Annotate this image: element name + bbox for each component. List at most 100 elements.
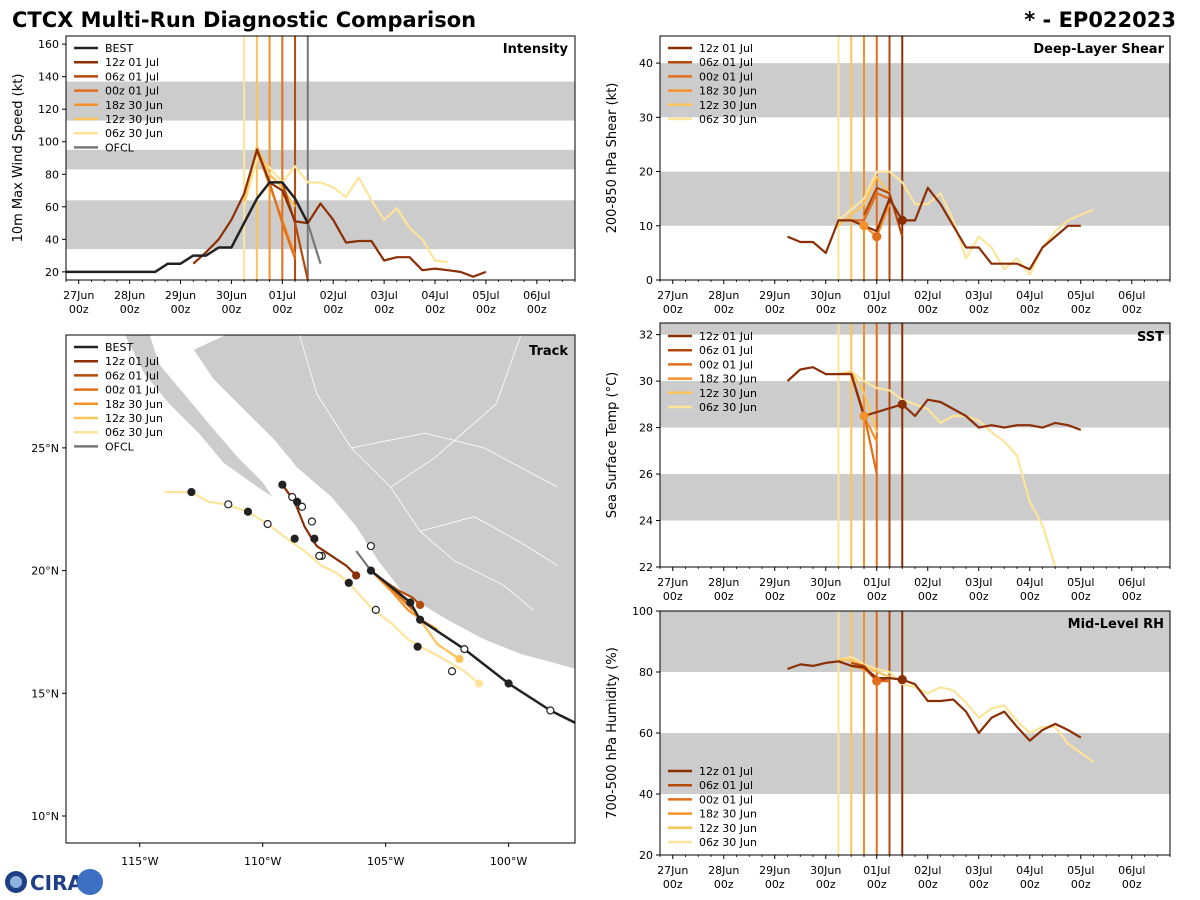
shear-series-00z-01-jul — [851, 192, 890, 222]
intensity-ytick-label-7: 160 — [38, 38, 59, 51]
intensity-ytick-label-4: 100 — [38, 136, 59, 149]
track-state-border-3 — [351, 432, 558, 488]
sst-ytick-label-1: 24 — [639, 515, 653, 528]
shear-ytick-label-0: 0 — [646, 274, 653, 287]
shear-series-12z-01-jul — [787, 186, 1081, 271]
rh-xtick-label-day-6: 03Jul — [965, 864, 992, 877]
shear-xtick-label-hour-6: 00z — [969, 303, 989, 316]
shear-xtick-label-hour-2: 00z — [765, 303, 785, 316]
sst-marker-12z-01-jul-0-0 — [897, 399, 907, 409]
rh-legend-label-18z-30-jun: 18z 30 Jun — [699, 808, 757, 821]
shear-marker-00z-01-jul-1-0 — [872, 232, 882, 242]
track-marker-best-1-1 — [415, 615, 425, 624]
track-marker-track-white-pts-12-0 — [288, 492, 297, 502]
shear-xtick-label-hour-5: 00z — [918, 303, 938, 316]
shear-xtick-label-day-0: 27Jun — [657, 289, 688, 302]
sst-xtick-label-hour-8: 00z — [1071, 590, 1091, 603]
intensity-xtick-label-hour-7: 00z — [425, 303, 445, 316]
rh-xtick-label-day-3: 30Jun — [810, 864, 841, 877]
intensity-series-06z-30-jun — [243, 156, 448, 264]
shear-xtick-label-hour-3: 00z — [816, 303, 836, 316]
intensity-xtick-label-day-3: 30Jun — [216, 289, 247, 302]
rh-legend-label-06z-30-jun: 06z 30 Jun — [699, 836, 757, 849]
cira-globe-icon — [77, 869, 103, 895]
shear-legend-label-12z-30-jun: 12z 30 Jun — [699, 99, 757, 112]
rh-xtick-label-day-5: 02Jul — [914, 864, 941, 877]
intensity-legend-label-best: BEST — [105, 42, 133, 55]
track-marker-06z-30-jun-6-0 — [475, 679, 484, 688]
sst-xtick-label-day-1: 28Jun — [708, 576, 739, 589]
intensity-xtick-label-day-8: 05Jul — [472, 289, 499, 302]
sst-legend-label-06z-30-jun: 06z 30 Jun — [699, 401, 757, 414]
intensity-xtick-label-day-5: 02Jul — [320, 289, 347, 302]
shear-legend-label-06z-01-jul: 06z 01 Jul — [699, 56, 753, 69]
track-xtick-label-1: 110°W — [244, 855, 281, 868]
shear-series-06z-30-jun — [837, 170, 1094, 276]
shear-legend-label-00z-01-jul: 00z 01 Jul — [699, 70, 753, 83]
shear-xtick-label-hour-1: 00z — [714, 303, 734, 316]
rh-xtick-label-day-2: 29Jun — [759, 864, 790, 877]
intensity-legend-label-18z-30-jun: 18z 30 Jun — [105, 99, 163, 112]
rh-xtick-label-hour-0: 00z — [663, 878, 683, 891]
rh-xtick-label-hour-4: 00z — [867, 878, 887, 891]
rh-band-0 — [660, 733, 1170, 794]
rh-panel: 2040608010027Jun00z28Jun00z29Jun00z30Jun… — [605, 605, 1171, 891]
track-marker-best-1-3 — [366, 566, 376, 575]
sst-legend-label-06z-01-jul: 06z 01 Jul — [699, 344, 753, 357]
sst-series-06z-30-jun — [838, 370, 1057, 567]
rh-band-1 — [660, 611, 1170, 672]
sst-ytick-label-4: 30 — [639, 375, 653, 388]
shear-xtick-label-hour-9: 00z — [1122, 303, 1142, 316]
sst-xtick-label-hour-2: 00z — [765, 590, 785, 603]
intensity-xtick-label-hour-0: 00z — [69, 303, 89, 316]
track-ytick-label-2: 20°N — [31, 565, 59, 578]
shear-xtick-label-day-6: 03Jul — [965, 289, 992, 302]
rh-ytick-label-4: 100 — [632, 605, 653, 618]
track-marker-track-black-pts-11-4 — [344, 578, 353, 587]
track-state-border-0 — [299, 334, 391, 488]
intensity-xtick-label-hour-9: 00z — [527, 303, 547, 316]
intensity-legend-label-ofcl: OFCL — [105, 141, 135, 154]
sst-title: SST — [1137, 330, 1164, 345]
sst-xtick-label-hour-0: 00z — [663, 590, 683, 603]
track-state-border-1 — [390, 334, 522, 488]
shear-ytick-label-4: 40 — [639, 57, 653, 70]
track-xtick-label-2: 105°W — [367, 855, 404, 868]
sst-xtick-label-hour-7: 00z — [1020, 590, 1040, 603]
track-marker-12z-30-jun-5-0 — [455, 654, 464, 664]
shear-xtick-label-day-2: 29Jun — [759, 289, 790, 302]
intensity-xtick-label-day-7: 04Jul — [421, 289, 448, 302]
intensity-band-0 — [66, 200, 575, 250]
shear-xtick-label-day-7: 04Jul — [1016, 289, 1043, 302]
intensity-xtick-label-day-2: 29Jun — [165, 289, 196, 302]
track-frame — [65, 334, 576, 844]
rh-ytick-label-2: 60 — [639, 727, 653, 740]
sst-band-2 — [660, 323, 1170, 335]
track-marker-track-white-pts-12-1 — [297, 502, 307, 511]
track-legend-label-12z-01-jul: 12z 01 Jul — [105, 355, 159, 368]
shear-ytick-label-1: 10 — [639, 220, 653, 233]
rh-xtick-label-hour-2: 00z — [765, 878, 785, 891]
sst-band-0 — [660, 474, 1170, 521]
sst-xtick-label-day-0: 27Jun — [657, 576, 688, 589]
sst-legend-label-12z-01-jul: 12z 01 Jul — [699, 330, 753, 343]
track-marker-best-1-0 — [504, 679, 513, 688]
track-marker-06z-30-jun-8-0 — [371, 605, 380, 614]
track-marker-track-white-pts-12-3 — [315, 551, 324, 560]
storm-id: * - EP022023 — [1024, 8, 1176, 32]
track-legend-label-18z-30-jun: 18z 30 Jun — [105, 398, 163, 411]
rh-xtick-label-hour-1: 00z — [714, 878, 734, 891]
sst-panel: 22242628303227Jun00z28Jun00z29Jun00z30Ju… — [605, 322, 1171, 603]
sst-series-12z-01-jul — [786, 366, 1082, 431]
intensity-series-ofcl — [306, 222, 322, 265]
rh-ytick-label-1: 40 — [639, 788, 653, 801]
shear-series-06z-01-jul — [863, 186, 904, 237]
intensity-xtick-label-hour-4: 00z — [272, 303, 292, 316]
intensity-ytick-label-0: 20 — [45, 266, 59, 279]
rh-xtick-label-day-0: 27Jun — [657, 864, 688, 877]
track-marker-track-black-pts-11-1 — [243, 507, 253, 516]
track-legend-label-ofcl: OFCL — [105, 440, 135, 453]
